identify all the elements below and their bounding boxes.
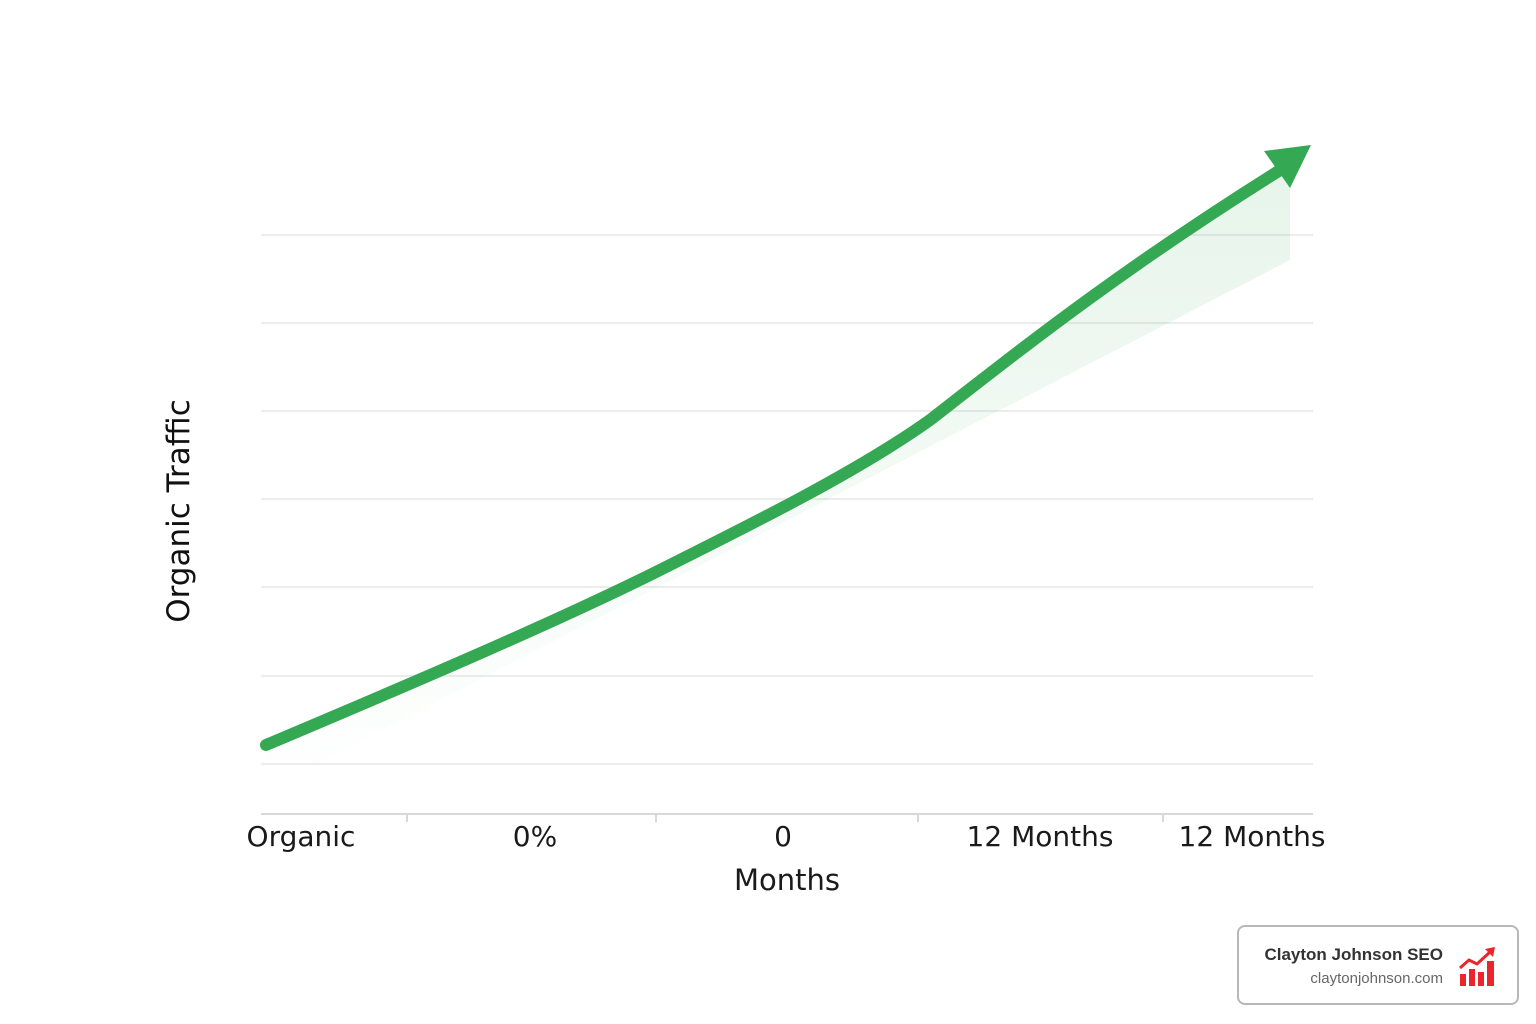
brand-name: Clayton Johnson SEO <box>1264 945 1443 964</box>
x-tick-label: 12 Months <box>966 820 1114 853</box>
x-tick-label: 12 Months <box>1178 820 1326 853</box>
y-axis-label: Organic Traffic <box>161 399 197 623</box>
bar-chart-trend-icon <box>1459 947 1495 986</box>
x-axis-label: Months <box>733 863 841 897</box>
arrowhead-icon <box>1264 145 1311 188</box>
x-tick-label: Organic <box>246 820 356 853</box>
x-axis <box>261 813 1313 822</box>
line-glow <box>266 165 1290 790</box>
x-tick-label: 0% <box>512 820 558 853</box>
x-tick-label: 0 <box>774 820 792 853</box>
traffic-line <box>260 161 1291 751</box>
brand-badge[interactable]: Clayton Johnson SEO claytonjohnson.com <box>1237 925 1519 1005</box>
brand-url[interactable]: claytonjohnson.com <box>1310 970 1443 987</box>
